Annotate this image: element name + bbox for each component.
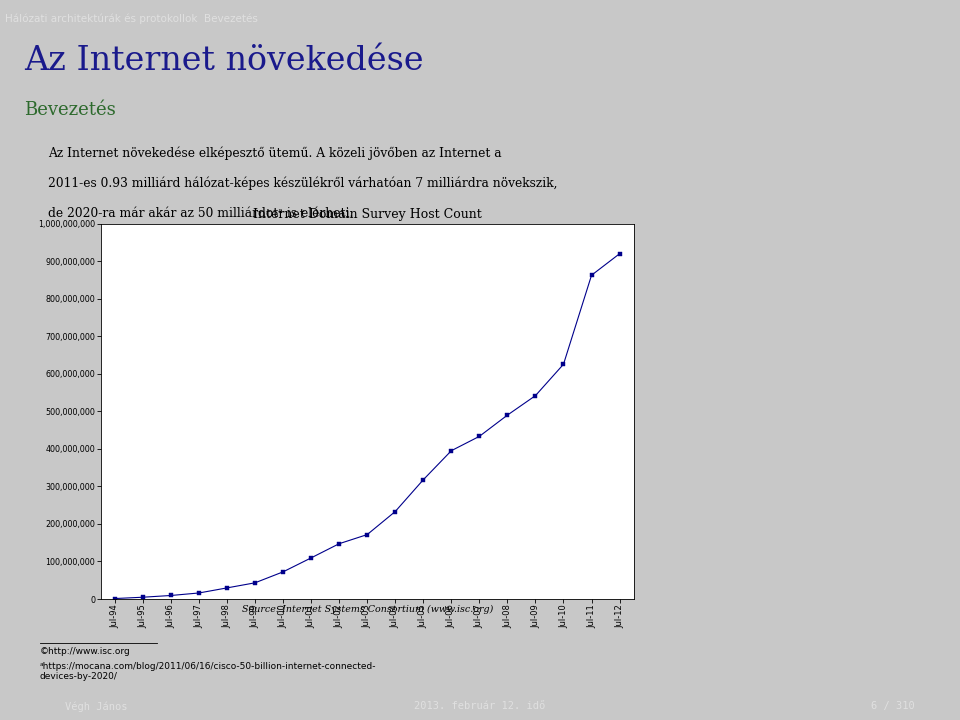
- Text: Az Internet növekedése: Az Internet növekedése: [24, 45, 423, 77]
- Text: 2011-es 0.93 milliárd hálózat-képes készülékről várhatóan 7 milliárdra növekszik: 2011-es 0.93 milliárd hálózat-képes kész…: [48, 176, 557, 190]
- Text: Hálózati architektúrák és protokollok  Bevezetés: Hálózati architektúrák és protokollok Be…: [5, 14, 257, 24]
- Text: Bevezetés: Bevezetés: [24, 101, 116, 119]
- Text: 2013. február 12. idő: 2013. február 12. idő: [415, 701, 545, 711]
- Text: ©http://www.isc.org: ©http://www.isc.org: [39, 647, 131, 657]
- Text: Végh János: Végh János: [64, 701, 128, 711]
- Text: Az Internet növekedése elképesztő ütemű. A közeli jövőben az Internet a: Az Internet növekedése elképesztő ütemű.…: [48, 146, 501, 160]
- Text: ᵃhttps://mocana.com/blog/2011/06/16/cisco-50-billion-internet-connected-
devices: ᵃhttps://mocana.com/blog/2011/06/16/cisc…: [39, 662, 376, 681]
- Text: 6 / 310: 6 / 310: [871, 701, 915, 711]
- Text: Source: Internet Systems Consortium (www.isc.org): Source: Internet Systems Consortium (www…: [242, 606, 492, 614]
- Title: Internet Domain Survey Host Count: Internet Domain Survey Host Count: [252, 208, 482, 221]
- Text: de 2020-ra már akár az 50 milliárdotᵃ is elérheti.: de 2020-ra már akár az 50 milliárdotᵃ is…: [48, 207, 353, 220]
